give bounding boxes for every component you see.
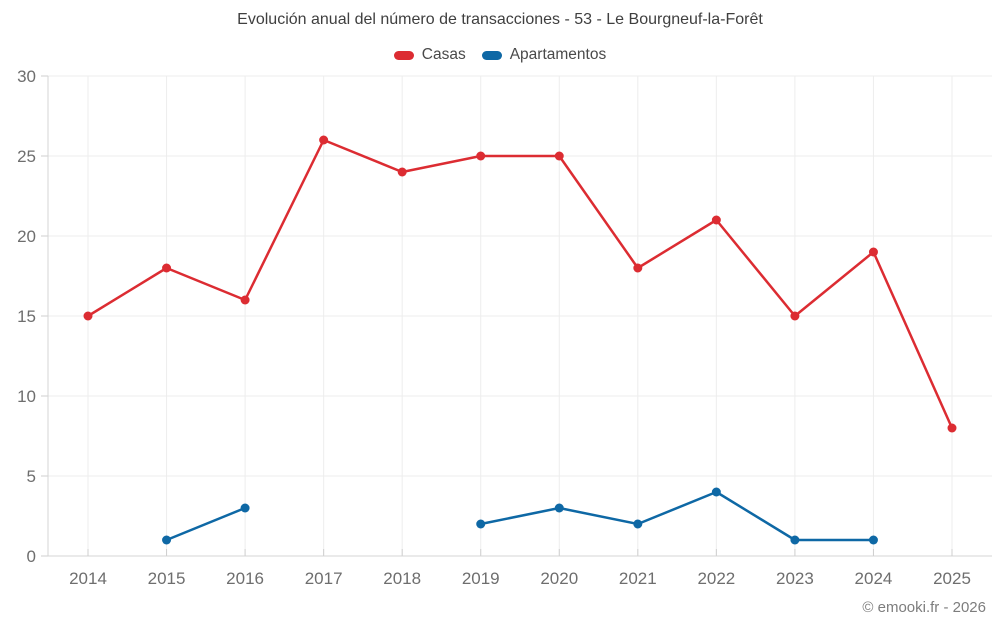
series-line-casas [86,138,954,430]
y-axis-label: 20 [17,227,36,246]
x-axis-label: 2016 [226,569,264,588]
data-point-apartamentos [240,503,250,513]
data-point-casas [790,311,800,321]
y-axis-label: 5 [27,467,36,486]
x-axis-label: 2017 [305,569,343,588]
watermark: © emooki.fr - 2026 [862,599,986,616]
x-axis-label: 2022 [697,569,735,588]
x-axis-label: 2015 [148,569,186,588]
x-axis-label: 2014 [69,569,107,588]
chart-legend: Casas Apartamentos [0,46,1000,64]
x-axis-label: 2020 [540,569,578,588]
y-axis-label: 25 [17,147,36,166]
x-axis-label: 2019 [462,569,500,588]
x-axis-label: 2025 [933,569,971,588]
y-axis-label: 10 [17,387,36,406]
series-line-apartamentos [479,490,875,542]
legend-item-casas[interactable]: Casas [393,46,466,64]
data-point-apartamentos [554,503,564,513]
series-line-apartamentos [165,506,247,542]
data-point-casas [319,135,329,145]
data-point-casas [240,295,250,305]
x-axis-label: 2024 [855,569,893,588]
data-point-casas [947,423,957,433]
data-point-apartamentos [790,535,800,545]
y-axis-label: 30 [17,67,36,86]
legend-swatch-apartamentos [481,50,502,60]
x-axis-label: 2021 [619,569,657,588]
data-point-apartamentos [476,519,486,529]
x-axis-label: 2018 [383,569,421,588]
data-point-apartamentos [868,535,878,545]
y-axis-label: 0 [27,547,36,566]
legend-label: Casas [421,46,466,63]
legend-item-apartamentos[interactable]: Apartamentos [481,46,607,64]
data-point-apartamentos [633,519,643,529]
data-point-casas [633,263,643,273]
legend-label: Apartamentos [509,46,607,63]
legend-swatch-casas [393,50,414,60]
data-point-apartamentos [711,487,721,497]
data-point-casas [868,247,878,257]
x-axis-label: 2023 [776,569,814,588]
y-axis-label: 15 [17,307,36,326]
data-point-casas [476,151,486,161]
data-point-casas [162,263,172,273]
data-point-casas [554,151,564,161]
data-point-casas [83,311,93,321]
data-point-apartamentos [162,535,172,545]
chart-title: Evolución anual del número de transaccio… [237,11,763,28]
data-point-casas [711,215,721,225]
data-point-casas [397,167,407,177]
